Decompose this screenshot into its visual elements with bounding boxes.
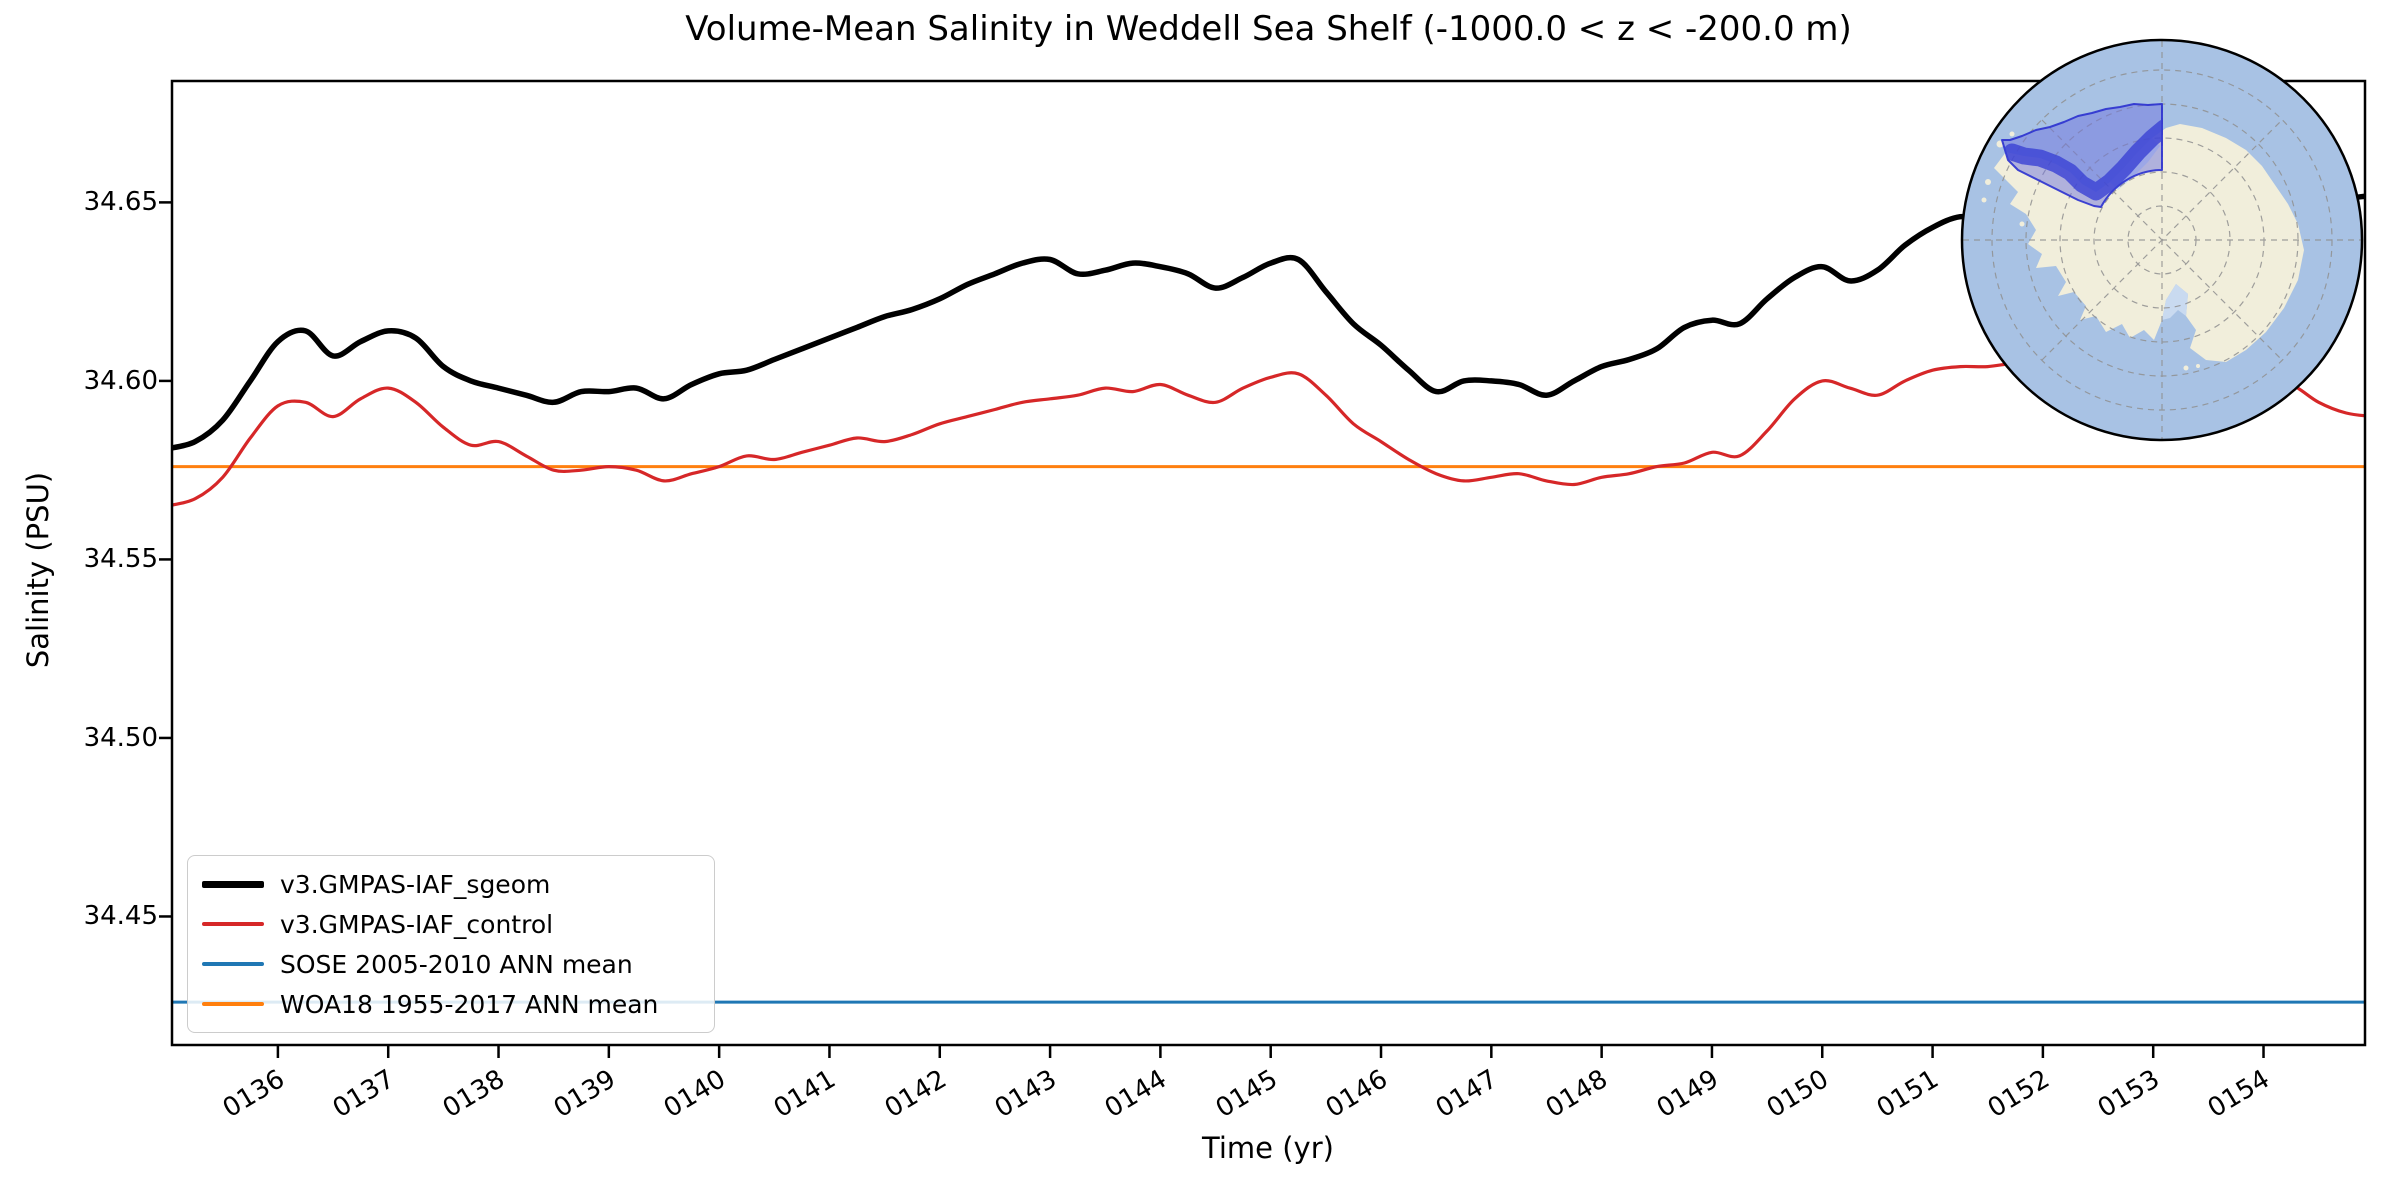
weddell-shelf-band (2003, 119, 2162, 201)
legend-line-sample (202, 922, 264, 926)
legend-line-sample (202, 880, 264, 888)
legend-row: v3.GMPAS-IAF_control (202, 910, 700, 939)
y-tick-label: 34.45 (83, 901, 158, 932)
legend-line-sample (202, 1002, 264, 1006)
legend-label: v3.GMPAS-IAF_sgeom (280, 869, 551, 899)
legend-label: SOSE 2005-2010 ANN mean (280, 949, 633, 979)
legend-label: WOA18 1955-2017 ANN mean (280, 989, 659, 1019)
x-axis-label: Time (yr) (1202, 1131, 1334, 1165)
legend-label: v3.GMPAS-IAF_control (280, 909, 554, 939)
legend: v3.GMPAS-IAF_sgeom v3.GMPAS-IAF_control SO… (187, 855, 715, 1033)
tick-marks (159, 201, 2265, 1058)
map-islands (1981, 131, 2200, 371)
y-tick-label: 34.65 (83, 187, 158, 218)
chart-title: Volume-Mean Salinity in Weddell Sea Shel… (685, 9, 1852, 49)
y-tick-label: 34.50 (83, 722, 158, 753)
y-tick-label: 34.55 (83, 544, 158, 575)
legend-row: v3.GMPAS-IAF_sgeom (202, 870, 700, 899)
antarctica-inset-map (1960, 38, 2364, 442)
axes-spines (170, 79, 2367, 1047)
map-border (1960, 38, 2364, 442)
y-tick-label: 34.60 (83, 365, 158, 396)
legend-row: SOSE 2005-2010 ANN mean (202, 950, 700, 979)
legend-row: WOA18 1955-2017 ANN mean (202, 990, 700, 1019)
legend-line-sample (202, 962, 264, 966)
ice-shelf-patch-ross (2162, 284, 2188, 320)
